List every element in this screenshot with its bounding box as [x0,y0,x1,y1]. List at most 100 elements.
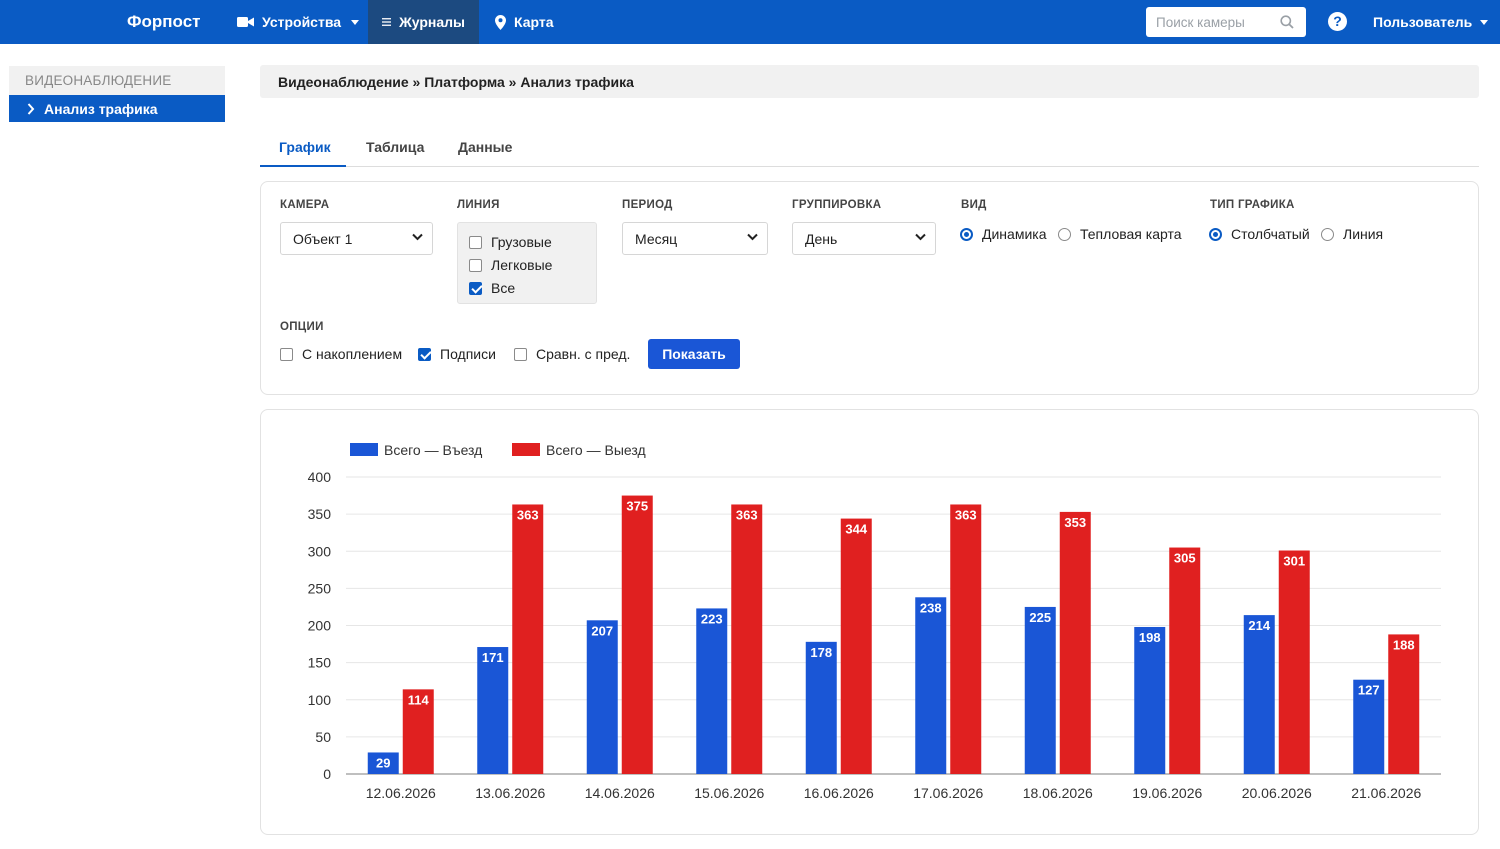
legend-label: Всего — Выезд [546,442,646,458]
y-tick-label: 0 [323,766,331,782]
x-tick-label: 12.06.2026 [366,785,436,801]
tab-bar: График Таблица Данные [260,127,1479,167]
list-icon [382,18,392,26]
user-menu[interactable]: Пользователь [1373,0,1489,44]
bar-value-label: 171 [482,650,504,665]
bar-entry [586,620,618,774]
options-label: ОПЦИИ [280,321,324,333]
chart-type-option-bar[interactable]: Столбчатый [1209,226,1310,242]
line-option-all[interactable]: Все [469,280,515,296]
chart-type-option-line[interactable]: Линия [1321,226,1383,242]
view-label: ВИД [961,199,987,211]
view-option-label: Тепловая карта [1080,226,1182,242]
bar-value-label: 363 [736,507,758,522]
breadcrumb: Видеонаблюдение » Платформа » Анализ тра… [260,65,1479,98]
grouping-select[interactable]: День [792,222,936,255]
legend-swatch [512,443,540,456]
bar-entry [1243,615,1275,774]
checkbox-cars[interactable] [469,258,482,272]
checkbox-labels[interactable] [418,347,431,361]
search-icon[interactable] [1280,15,1294,29]
x-tick-label: 16.06.2026 [804,785,874,801]
bar-exit [731,504,763,774]
nav-journals[interactable]: Журналы [368,0,479,44]
radio-heatmap[interactable] [1058,227,1071,241]
brand-logo[interactable]: Форпост [127,12,201,31]
bar-value-label: 305 [1174,551,1196,566]
bar-entry [696,608,728,774]
y-tick-label: 150 [308,655,332,671]
y-tick-label: 300 [308,543,332,559]
x-tick-label: 13.06.2026 [475,785,545,801]
bar-value-label: 29 [376,755,390,770]
line-option-trucks[interactable]: Грузовые [469,234,552,250]
bar-value-label: 214 [1248,618,1270,633]
option-cumulative[interactable]: С накоплением [280,346,402,362]
bar-value-label: 363 [517,507,539,522]
option-label: Подписи [440,346,496,362]
chart-type-option-label: Линия [1343,226,1384,242]
view-option-label: Динамика [982,226,1047,242]
chart-type-label: ТИП ГРАФИКА [1210,199,1295,211]
checkbox-cumulative[interactable] [280,347,293,361]
checkbox-compare[interactable] [514,347,527,361]
bar-exit [1278,550,1310,774]
x-tick-label: 14.06.2026 [585,785,655,801]
view-option-heatmap[interactable]: Тепловая карта [1058,226,1182,242]
bar-entry [805,641,837,774]
option-compare[interactable]: Сравн. с пред. [514,346,630,362]
line-option-label: Легковые [491,257,553,273]
bar-entry [1353,679,1385,774]
radio-line[interactable] [1321,227,1334,241]
radio-dynamics[interactable] [960,227,973,241]
bar-exit [1169,547,1201,774]
checkbox-all[interactable] [469,281,482,295]
bar-exit [402,689,434,774]
grouping-label: ГРУППИРОВКА [792,199,882,211]
search-input[interactable] [1156,14,1276,30]
bar-exit [1059,511,1091,774]
radio-bar[interactable] [1209,227,1222,241]
nav-devices[interactable]: Устройства [223,0,373,44]
show-button[interactable]: Показать [648,339,740,369]
bar-value-label: 114 [408,692,430,707]
x-tick-label: 18.06.2026 [1023,785,1093,801]
help-icon[interactable]: ? [1328,12,1347,31]
chart-panel: 0 50 100 150 200 250 300 350 400 29 114 12.06.2026 1… [260,409,1479,835]
nav-map-label: Карта [514,14,554,30]
bar-value-label: 238 [920,600,942,615]
tab-table[interactable]: Таблица [366,139,425,155]
line-options: Грузовые Легковые Все [457,222,597,304]
line-option-cars[interactable]: Легковые [469,257,552,273]
camera-search [1146,7,1306,37]
y-tick-label: 250 [308,580,332,596]
bar-entry [915,597,947,774]
x-tick-label: 15.06.2026 [694,785,764,801]
bar-value-label: 344 [845,522,867,537]
option-labels[interactable]: Подписи [418,346,496,362]
top-navbar: Форпост Устройства Журналы Карта ? Польз… [0,0,1500,44]
legend-swatch [350,443,378,456]
sidebar-item-label: Анализ трафика [44,101,158,117]
bar-value-label: 207 [591,623,613,638]
option-label: Сравн. с пред. [536,346,631,362]
tab-chart[interactable]: График [260,127,346,167]
bar-exit [621,495,653,774]
bar-value-label: 363 [955,507,977,522]
traffic-bar-chart: 0 50 100 150 200 250 300 350 400 29 114 12.06.2026 1… [308,442,1441,801]
bar-value-label: 353 [1064,515,1086,530]
chevron-right-icon [27,103,35,115]
y-tick-label: 100 [308,692,332,708]
period-select[interactable]: Месяц [622,222,768,255]
tab-data[interactable]: Данные [458,139,513,155]
view-option-dynamics[interactable]: Динамика [960,226,1046,242]
chevron-down-icon [412,233,423,241]
line-label: ЛИНИЯ [457,199,500,211]
camera-select[interactable]: Объект 1 [280,222,433,255]
sidebar-item-traffic-analysis[interactable]: Анализ трафика [9,95,225,122]
checkbox-trucks[interactable] [469,235,482,249]
bar-exit [840,518,872,774]
nav-map[interactable]: Карта [481,0,568,44]
y-tick-label: 50 [315,729,331,745]
x-tick-label: 19.06.2026 [1132,785,1202,801]
